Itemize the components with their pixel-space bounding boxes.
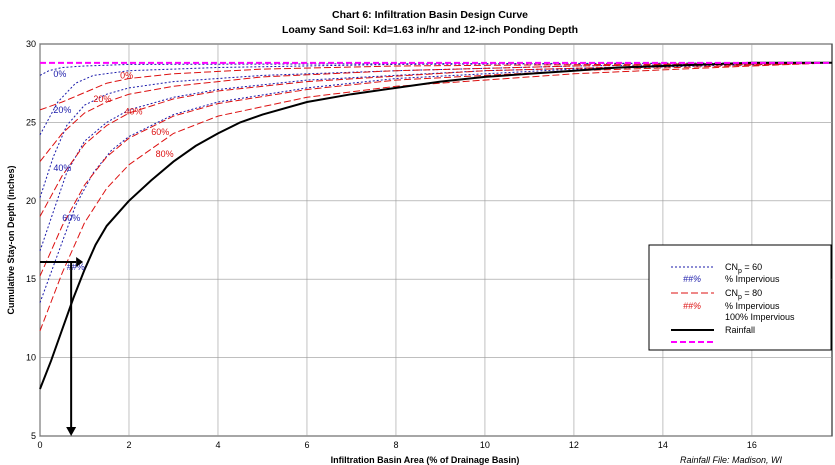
x-tick-label: 10 — [480, 440, 490, 450]
x-tick-label: 14 — [658, 440, 668, 450]
curve-label: 60% — [62, 213, 80, 223]
series-line-cn60-80% — [39, 62, 833, 303]
curve-label: 60% — [151, 127, 169, 137]
legend-label-rest: = 60 — [742, 262, 762, 272]
legend-label: 100% Impervious — [725, 312, 795, 322]
x-tick-label: 16 — [747, 440, 757, 450]
plot-area — [39, 43, 833, 437]
y-tick-label: 5 — [31, 431, 36, 441]
curve-label: 40% — [125, 107, 143, 117]
legend-box — [648, 244, 832, 351]
legend-label-sub: p — [738, 294, 742, 301]
chart-title: Chart 6: Infiltration Basin Design Curve — [332, 9, 528, 21]
curve-label: 80% — [156, 149, 174, 159]
y-tick-label: 25 — [26, 117, 36, 127]
legend-label: CNp = 60 — [725, 262, 762, 275]
curve-labels: 0% 20% 40% 60% ##% 0% 20% 40% 60% 80% — [53, 69, 173, 272]
curve-label: 0% — [120, 70, 133, 80]
x-tick-label: 6 — [304, 440, 309, 450]
x-axis-label: Infiltration Basin Area (% of Drainage B… — [331, 455, 520, 465]
plot-frame — [39, 43, 833, 437]
x-tick-label: 4 — [215, 440, 220, 450]
y-axis-label: Cumulative Stay-on Depth (inches) — [6, 165, 16, 314]
y-tick-label: 15 — [26, 274, 36, 284]
curve-label: 0% — [53, 69, 66, 79]
chart-subtitle: Loamy Sand Soil: Kd=1.63 in/hr and 12-in… — [282, 24, 578, 36]
legend-label: % Impervious — [725, 301, 780, 311]
legend-pct-sample: ##% — [683, 301, 701, 311]
legend-label-main: CN — [725, 262, 738, 272]
legend-label: % Impervious — [725, 274, 780, 284]
series-line-cn60-20% — [39, 62, 833, 136]
y-tick-label: 20 — [26, 196, 36, 206]
legend-label: Rainfall — [725, 325, 755, 335]
series-line-cn60-40% — [39, 62, 833, 198]
x-tick-label: 0 — [37, 440, 42, 450]
legend-label-sub: p — [738, 268, 742, 275]
arrow-head-right — [76, 256, 84, 267]
example-arrow — [40, 256, 84, 436]
source-note: Rainfall File: Madison, WI — [680, 455, 783, 465]
legend-label-main: CN — [725, 288, 738, 298]
series-line-cn60-0% — [39, 62, 833, 76]
series-line-cn80-60% — [39, 62, 833, 277]
arrow-head-down — [66, 427, 77, 436]
curve-label: 20% — [93, 94, 111, 104]
curve-label: 20% — [53, 105, 71, 115]
x-tick-label: 12 — [569, 440, 579, 450]
series-layer — [39, 61, 833, 390]
legend-label: CNp = 80 — [725, 288, 762, 301]
tick-labels: 0 2 4 6 8 10 12 14 16 5 10 15 20 25 30 — [26, 39, 757, 450]
y-tick-label: 10 — [26, 353, 36, 363]
curve-label: ##% — [67, 262, 85, 272]
x-tick-label: 2 — [126, 440, 131, 450]
legend-label-rest: = 80 — [742, 288, 762, 298]
series-line-cn80-20% — [39, 62, 833, 162]
curve-label: 40% — [53, 163, 71, 173]
grid-lines — [39, 43, 832, 437]
legend-pct-sample: ##% — [683, 274, 701, 284]
x-tick-label: 8 — [393, 440, 398, 450]
y-tick-label: 30 — [26, 39, 36, 49]
series-line-impervious-curve — [39, 61, 832, 390]
series-line-cn80-0% — [39, 62, 833, 111]
series-line-cn80-40% — [39, 62, 833, 217]
series-line-cn60-60% — [39, 62, 833, 252]
series-line-cn80-80% — [39, 62, 833, 332]
